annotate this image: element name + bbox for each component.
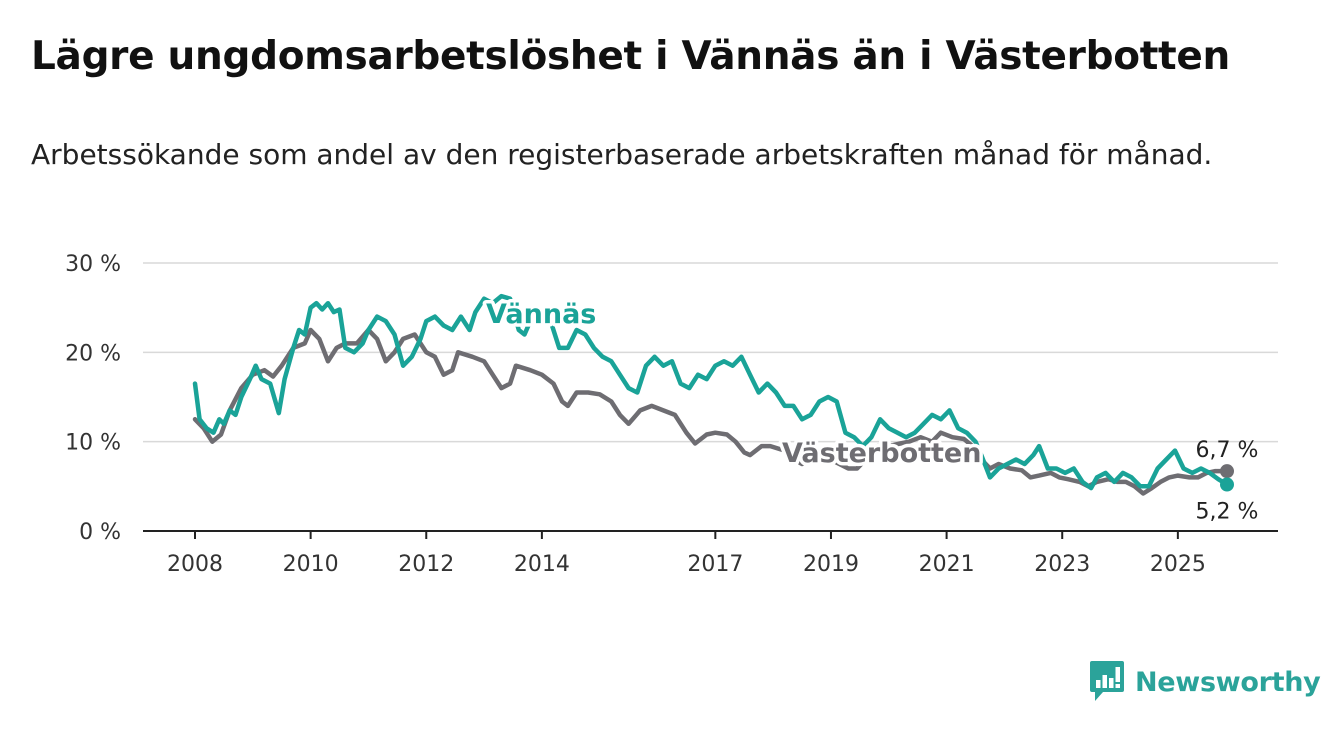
series-name-label: Västerbotten	[782, 438, 981, 469]
x-tick-label: 2025	[1150, 552, 1206, 577]
end-value-label: 5,2 %	[1196, 500, 1259, 525]
x-tick-label: 2014	[514, 552, 570, 577]
y-tick-label: 30 %	[65, 252, 121, 277]
x-tick-label: 2019	[803, 552, 859, 577]
y-tick-label: 0 %	[79, 520, 121, 545]
x-tick-label: 2021	[919, 552, 975, 577]
series-name-label: Vännäs	[486, 299, 596, 330]
series-lines	[192, 293, 1230, 496]
x-tick-label: 2012	[398, 552, 454, 577]
series-line-vasterbotten	[192, 327, 1230, 496]
logo-text: Newsworthy	[1135, 666, 1321, 698]
y-tick-label: 10 %	[65, 431, 121, 456]
end-point-marker	[1220, 477, 1234, 492]
newsworthy-logo-icon	[1090, 661, 1124, 701]
x-tick-label: 2017	[687, 552, 743, 577]
grid-lines	[143, 262, 1278, 443]
x-tick-label: 2008	[167, 552, 223, 577]
newsworthy-logo: Newsworthy	[1089, 660, 1321, 704]
chart-title: Lägre ungdomsarbetslöshet i Vännäs än i …	[31, 34, 1231, 79]
series-line-vannas	[192, 293, 1230, 491]
x-tick-label: 2010	[283, 552, 339, 577]
x-axis: 2008 2010 2012 2014 2017 2019 2021 2023 2025	[143, 530, 1278, 577]
end-point-marker	[1220, 464, 1234, 479]
y-tick-label: 20 %	[65, 341, 121, 366]
x-tick-label: 2023	[1034, 552, 1090, 577]
y-axis-labels: 0 % 10 % 20 % 30 %	[65, 252, 121, 545]
end-value-label: 6,7 %	[1196, 438, 1259, 463]
series-labels: 6,7 % 5,2 % Vännäs Västerbotten	[483, 296, 1259, 525]
chart-subtitle: Arbetssökande som andel av den registerb…	[31, 138, 1213, 171]
